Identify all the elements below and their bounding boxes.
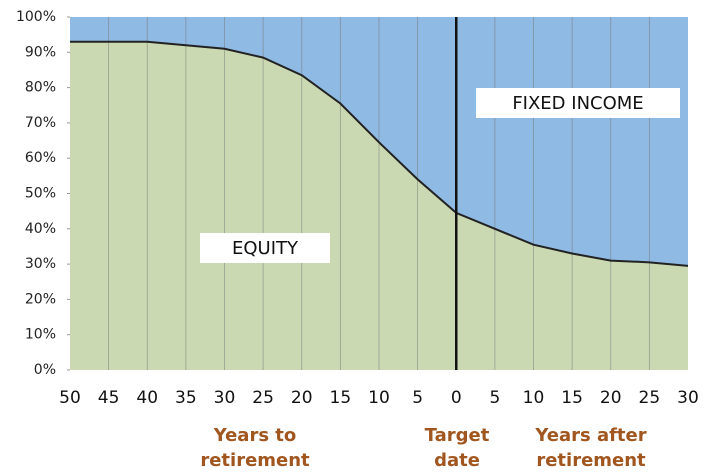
axis-annotation: retirement xyxy=(200,450,310,471)
x-tick-label: 45 xyxy=(98,388,120,408)
x-tick-label: 25 xyxy=(252,388,274,408)
y-tick-label: 60% xyxy=(25,150,56,166)
x-tick-label: 20 xyxy=(600,388,622,408)
axis-annotation: Target xyxy=(425,425,490,446)
y-tick-label: 50% xyxy=(25,186,56,202)
y-tick-label: 90% xyxy=(25,44,56,60)
axis-annotation: Years to xyxy=(213,425,297,446)
series-label: FIXED INCOME xyxy=(512,93,643,114)
y-tick-label: 70% xyxy=(25,115,56,131)
x-tick-label: 30 xyxy=(677,388,699,408)
y-tick-label: 40% xyxy=(25,221,56,237)
y-tick-label: 30% xyxy=(25,256,56,272)
x-tick-label: 10 xyxy=(368,388,390,408)
x-tick-label: 15 xyxy=(561,388,583,408)
x-tick-label: 20 xyxy=(291,388,313,408)
axis-annotation: date xyxy=(434,450,480,471)
x-tick-label: 15 xyxy=(330,388,352,408)
y-tick-label: 100% xyxy=(16,9,56,25)
x-tick-label: 0 xyxy=(451,388,462,408)
label-box xyxy=(476,88,680,118)
x-tick-label: 35 xyxy=(175,388,197,408)
series-label: EQUITY xyxy=(232,238,299,259)
label-box xyxy=(200,233,330,263)
x-tick-label: 40 xyxy=(136,388,158,408)
x-tick-label: 50 xyxy=(59,388,81,408)
x-tick-label: 30 xyxy=(214,388,236,408)
y-tick-label: 10% xyxy=(25,327,56,343)
axis-annotation: retirement xyxy=(536,450,646,471)
x-tick-label: 5 xyxy=(412,388,423,408)
y-tick-label: 20% xyxy=(25,291,56,307)
x-tick-label: 10 xyxy=(523,388,545,408)
x-tick-label: 5 xyxy=(489,388,500,408)
y-tick-label: 0% xyxy=(34,362,56,378)
equity-line xyxy=(70,40,689,267)
x-tick-label: 25 xyxy=(639,388,661,408)
y-tick-label: 80% xyxy=(25,80,56,96)
axis-annotation: Years after xyxy=(534,425,646,446)
